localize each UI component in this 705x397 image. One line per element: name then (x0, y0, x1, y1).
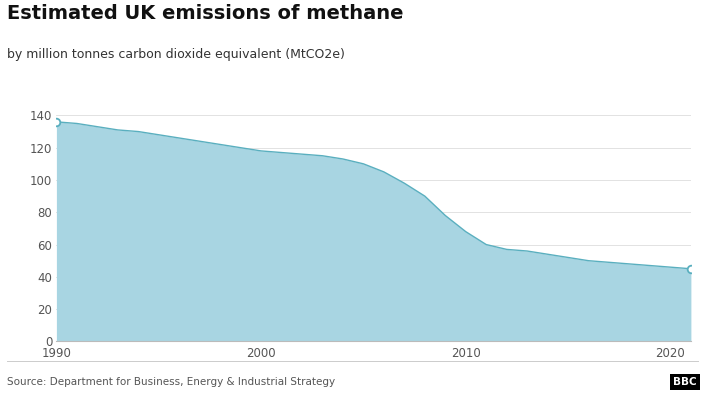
Text: by million tonnes carbon dioxide equivalent (MtCO2e): by million tonnes carbon dioxide equival… (7, 48, 345, 61)
Text: BBC: BBC (673, 377, 697, 387)
Text: Estimated UK emissions of methane: Estimated UK emissions of methane (7, 4, 403, 23)
Text: Source: Department for Business, Energy & Industrial Strategy: Source: Department for Business, Energy … (7, 377, 335, 387)
